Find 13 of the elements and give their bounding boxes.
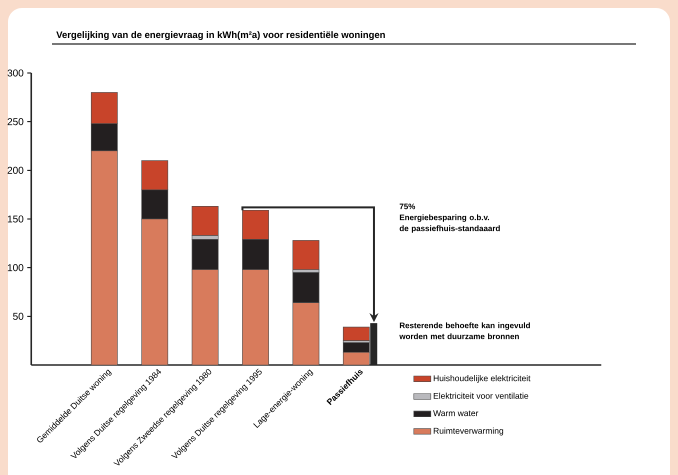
legend-label: Huishoudelijke elektriciteit bbox=[434, 375, 530, 383]
bar bbox=[292, 240, 320, 270]
y-tick-label: 50 bbox=[13, 312, 24, 320]
y-tick-label: 200 bbox=[8, 166, 24, 174]
y-tick-label: 100 bbox=[8, 264, 24, 272]
chart-title: Vergelijking van de energievraag in kWh(m²a) voor residentiële woningen bbox=[56, 31, 385, 40]
legend-label: Elektriciteit voor ventilatie bbox=[434, 392, 528, 399]
legend-label: Ruimteverwarming bbox=[434, 428, 504, 436]
y-tick-label: 300 bbox=[7, 69, 24, 77]
y-tick-label: 250 bbox=[8, 118, 24, 126]
y-tick-label: 150 bbox=[8, 215, 24, 223]
bar bbox=[192, 206, 219, 236]
legend-label: Warm water bbox=[433, 410, 478, 416]
